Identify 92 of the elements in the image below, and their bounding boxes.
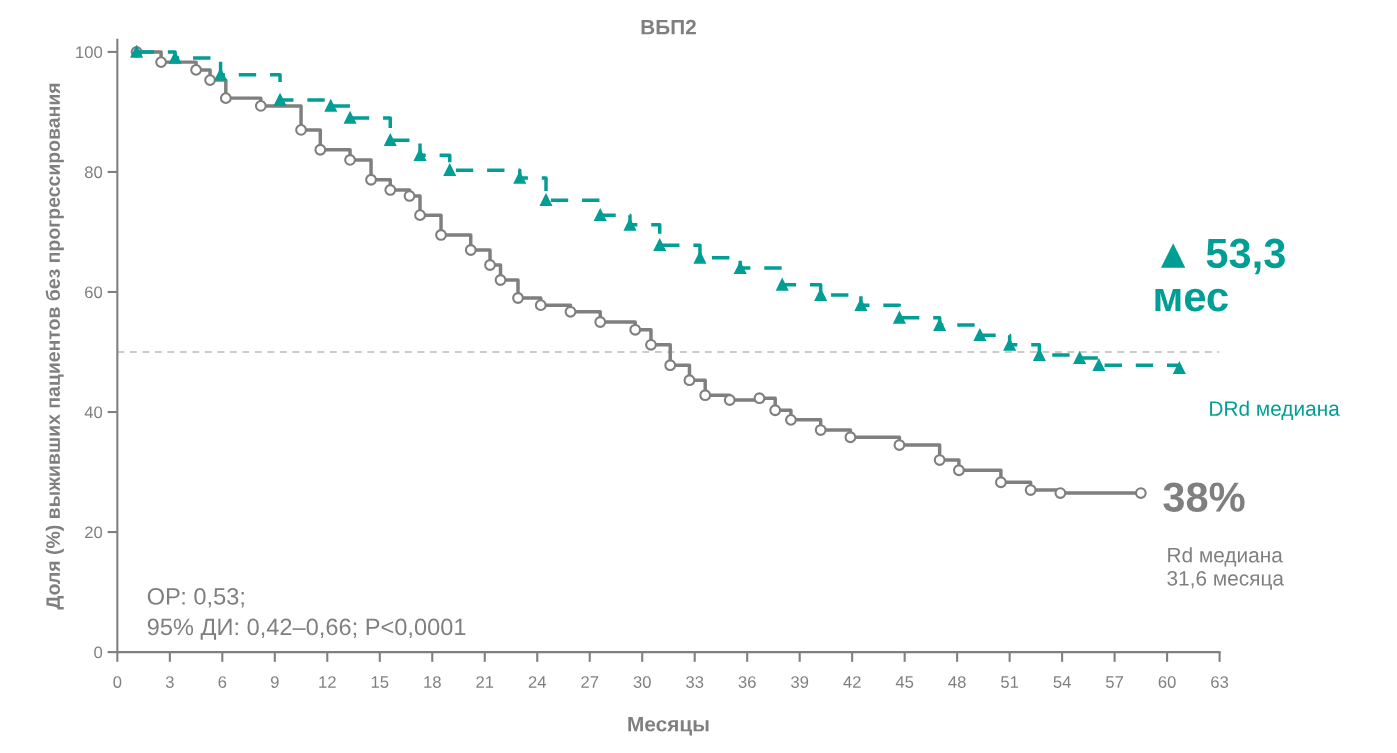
point xyxy=(540,194,552,207)
x-tick-label: 54 xyxy=(1053,676,1071,688)
point xyxy=(494,274,507,286)
point xyxy=(169,52,181,64)
point xyxy=(973,329,986,342)
point xyxy=(653,239,666,252)
point xyxy=(893,439,906,451)
point xyxy=(933,454,946,466)
point xyxy=(1054,487,1067,499)
x-tick-label: 24 xyxy=(528,676,547,688)
annotation: DRd медиана xyxy=(1210,400,1340,420)
point xyxy=(344,112,356,124)
x-tick-label: 51 xyxy=(1001,676,1019,688)
point xyxy=(645,338,657,351)
y-tick-label: 40 xyxy=(84,406,103,419)
y-tick-label: 0 xyxy=(94,646,103,659)
x-tick-label: 48 xyxy=(948,676,966,688)
point xyxy=(855,299,867,312)
point xyxy=(723,394,736,406)
point xyxy=(384,184,397,196)
point xyxy=(384,134,397,147)
point xyxy=(785,413,797,426)
point xyxy=(414,209,426,222)
point xyxy=(1092,359,1105,372)
x-tick-label: 33 xyxy=(686,676,704,688)
x-axis-title: Месяцы xyxy=(628,717,709,736)
point xyxy=(699,389,712,402)
point xyxy=(1173,362,1186,375)
point xyxy=(1073,352,1086,364)
point xyxy=(844,431,857,444)
point xyxy=(254,100,267,112)
y-tick-label: 100 xyxy=(76,46,103,59)
x-tick-label: 30 xyxy=(633,676,651,688)
x-tick-label: 18 xyxy=(424,676,441,688)
x-tick-label: 45 xyxy=(895,676,914,688)
x-tick-label: 57 xyxy=(1106,676,1124,688)
point xyxy=(513,172,526,184)
point xyxy=(753,392,766,405)
point xyxy=(564,305,577,318)
point xyxy=(594,316,607,328)
y-axis-title: Доля (%) выживших пациентов без прогрессирования xyxy=(45,83,64,610)
point xyxy=(403,190,416,202)
x-tick-label: 9 xyxy=(270,676,279,688)
x-tick-label: 36 xyxy=(738,676,756,688)
point xyxy=(769,404,782,417)
point xyxy=(155,56,167,69)
point xyxy=(814,289,827,301)
annotation: 38% xyxy=(1163,482,1245,512)
point xyxy=(893,311,906,324)
point xyxy=(952,464,965,477)
annotation: ▲ 53,3 мес xyxy=(1155,238,1285,312)
annotation: ОР: 0,53; 95% ДИ: 0,42–0,66; P<0,0001 xyxy=(147,588,466,640)
point xyxy=(1024,484,1037,496)
point xyxy=(994,476,1007,489)
point xyxy=(365,173,377,186)
x-tick-label: 39 xyxy=(791,676,809,688)
point xyxy=(435,229,447,241)
x-tick-label: 42 xyxy=(843,676,861,688)
point xyxy=(190,64,202,76)
x-tick-label: 3 xyxy=(165,676,174,688)
point xyxy=(484,259,496,271)
point xyxy=(664,359,677,372)
point xyxy=(344,154,356,166)
x-tick-label: 6 xyxy=(218,676,227,688)
point xyxy=(534,299,547,312)
point xyxy=(933,319,946,331)
y-tick-label: 60 xyxy=(85,286,103,299)
y-tick-label: 20 xyxy=(85,526,103,539)
point xyxy=(1134,487,1147,499)
point xyxy=(314,143,327,156)
point xyxy=(219,92,232,105)
point xyxy=(629,323,642,336)
annotation: Rd медиана 31,6 месяца xyxy=(1167,547,1284,590)
x-tick-label: 0 xyxy=(113,676,122,688)
x-tick-label: 15 xyxy=(371,676,389,688)
x-tick-label: 21 xyxy=(476,676,494,688)
chart-title: ВБП2 xyxy=(641,19,696,35)
x-tick-label: 63 xyxy=(1211,676,1229,688)
point xyxy=(594,209,607,222)
point xyxy=(204,74,216,87)
point xyxy=(776,278,789,291)
x-tick-label: 60 xyxy=(1158,676,1176,688)
point xyxy=(443,164,456,177)
point xyxy=(414,149,426,162)
point xyxy=(464,244,477,256)
x-tick-label: 27 xyxy=(581,676,599,688)
point xyxy=(814,424,827,436)
x-tick-label: 12 xyxy=(319,676,336,688)
y-tick-label: 80 xyxy=(84,166,103,179)
point xyxy=(512,292,524,304)
point xyxy=(295,124,307,136)
point xyxy=(683,374,696,387)
